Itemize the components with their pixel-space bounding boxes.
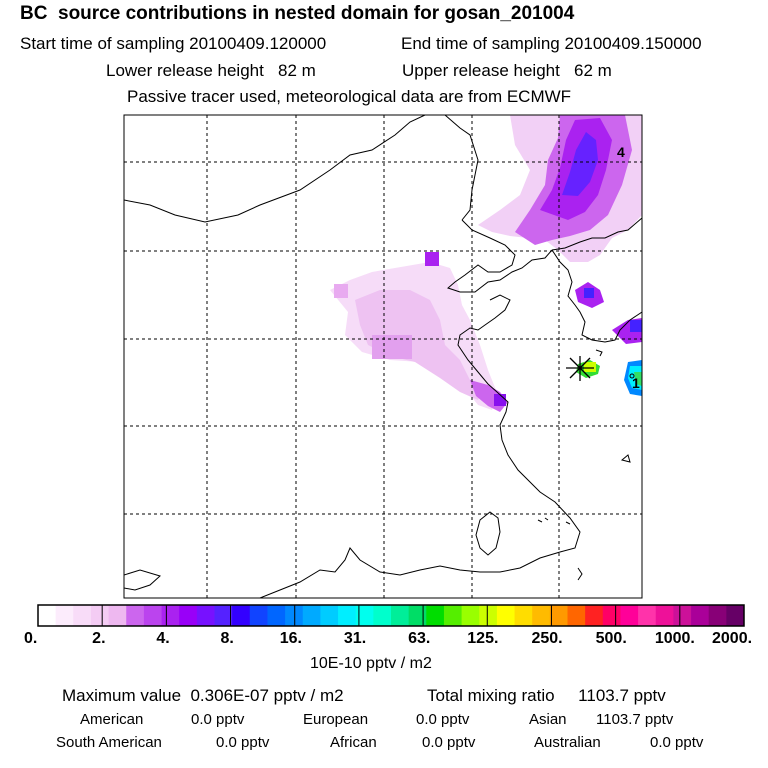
colorbar-tick-label: 125. bbox=[467, 630, 499, 647]
plume-light-2 bbox=[355, 290, 482, 400]
colorbar-tick-label: 2000. bbox=[712, 630, 753, 647]
european-value: 0.0 pptv bbox=[416, 711, 470, 728]
colorbar-swatch bbox=[196, 605, 215, 626]
plot-title: BC source contributions in nested domain… bbox=[20, 3, 575, 24]
colorbar-swatch bbox=[443, 605, 462, 626]
upper-release-height: Upper release height 62 m bbox=[402, 61, 612, 80]
colorbar-tick-label: 16. bbox=[279, 630, 302, 647]
source-yellow bbox=[584, 362, 596, 372]
colorbar-swatch bbox=[496, 605, 515, 626]
label-top-right: 4 bbox=[617, 144, 625, 160]
colorbar-swatch bbox=[355, 605, 374, 626]
colorbar-swatch bbox=[708, 605, 727, 626]
plume-east-core bbox=[630, 320, 642, 332]
colorbar-unit: 10E-10 pptv / m2 bbox=[310, 655, 432, 672]
plume-patch-a bbox=[334, 284, 348, 298]
colorbar-swatch bbox=[514, 605, 533, 626]
total-mixing-ratio: Total mixing ratio 1103.7 pptv bbox=[427, 686, 666, 705]
colorbar-swatch bbox=[285, 605, 304, 626]
start-time: Start time of sampling 20100409.120000 bbox=[20, 34, 327, 53]
colorbar-swatch bbox=[691, 605, 710, 626]
lower-release-height: Lower release height 82 m bbox=[106, 61, 316, 80]
grid-lines bbox=[124, 115, 642, 598]
asian-label: Asian bbox=[529, 711, 567, 728]
south-american-label: South American bbox=[56, 734, 162, 751]
colorbar-swatch bbox=[426, 605, 445, 626]
colorbar-swatch bbox=[126, 605, 145, 626]
colorbar-swatch bbox=[108, 605, 127, 626]
colorbar-swatch bbox=[338, 605, 357, 626]
colorbar-tick-label: 63. bbox=[408, 630, 431, 647]
label-right-marker: 1 bbox=[632, 375, 640, 391]
colorbar-tick-label: 31. bbox=[343, 630, 367, 647]
american-label: American bbox=[80, 711, 144, 728]
colorbar-swatch bbox=[373, 605, 392, 626]
colorbar-swatch bbox=[179, 605, 198, 626]
colorbar-swatch bbox=[249, 605, 268, 626]
colorbar-frame bbox=[37, 604, 745, 627]
colorbar-swatch bbox=[38, 605, 57, 626]
colorbar-swatch bbox=[55, 605, 74, 626]
colorbar-tick-label: 8. bbox=[220, 630, 234, 647]
colorbar-swatch bbox=[655, 605, 674, 626]
colorbar-swatch bbox=[620, 605, 639, 626]
australian-value: 0.0 pptv bbox=[650, 734, 704, 751]
asian-value: 1103.7 pptv bbox=[596, 711, 674, 728]
european-label: European bbox=[303, 711, 369, 728]
tracer-info: Passive tracer used, meteorological data… bbox=[127, 87, 572, 106]
colorbar-tick-label: 0. bbox=[24, 630, 38, 647]
colorbar-swatch bbox=[267, 605, 286, 626]
colorbar-swatch bbox=[214, 605, 233, 626]
colorbar-tick-label: 1000. bbox=[654, 630, 695, 647]
plume-northeast-core bbox=[562, 132, 598, 196]
african-label: African bbox=[330, 734, 377, 751]
colorbar-swatch bbox=[391, 605, 410, 626]
plume-patch-c bbox=[425, 252, 439, 266]
african-value: 0.0 pptv bbox=[422, 734, 476, 751]
colorbar-swatch bbox=[73, 605, 92, 626]
marker-dot bbox=[629, 373, 635, 379]
coastlines bbox=[124, 115, 642, 598]
colorbar-swatch bbox=[408, 605, 427, 626]
map-frame bbox=[123, 114, 643, 599]
colorbar-swatch bbox=[673, 605, 692, 626]
release-site-star bbox=[566, 356, 594, 381]
concentration-field bbox=[124, 115, 642, 598]
colorbar-swatch bbox=[232, 605, 251, 626]
colorbar-swatch bbox=[602, 605, 621, 626]
colorbar-tick-label: 4. bbox=[156, 630, 170, 647]
colorbar-swatch bbox=[90, 605, 109, 626]
colorbar-swatch bbox=[143, 605, 162, 626]
colorbar-swatch bbox=[461, 605, 480, 626]
colorbar-tick-label: 500. bbox=[595, 630, 627, 647]
max-value: Maximum value 0.306E-07 pptv / m2 bbox=[62, 686, 344, 705]
south-american-value: 0.0 pptv bbox=[216, 734, 270, 751]
yangtze-core bbox=[494, 394, 506, 406]
colorbar-tick-label: 2. bbox=[92, 630, 106, 647]
american-value: 0.0 pptv bbox=[191, 711, 245, 728]
plume-korea-core bbox=[584, 288, 594, 298]
colorbar-swatch bbox=[585, 605, 604, 626]
colorbar-swatch bbox=[320, 605, 339, 626]
australian-label: Australian bbox=[534, 734, 601, 751]
colorbar-tick-label: 250. bbox=[531, 630, 563, 647]
end-time: End time of sampling 20100409.150000 bbox=[401, 34, 702, 53]
colorbar-swatch bbox=[302, 605, 321, 626]
source-east-green bbox=[634, 372, 642, 386]
colorbar-swatch bbox=[567, 605, 586, 626]
colorbar bbox=[37, 604, 745, 627]
colorbar-swatch bbox=[638, 605, 657, 626]
colorbar-swatch bbox=[479, 605, 498, 626]
colorbar-swatch bbox=[532, 605, 551, 626]
colorbar-swatch bbox=[161, 605, 180, 626]
colorbar-swatch bbox=[549, 605, 568, 626]
colorbar-swatch bbox=[726, 605, 745, 626]
